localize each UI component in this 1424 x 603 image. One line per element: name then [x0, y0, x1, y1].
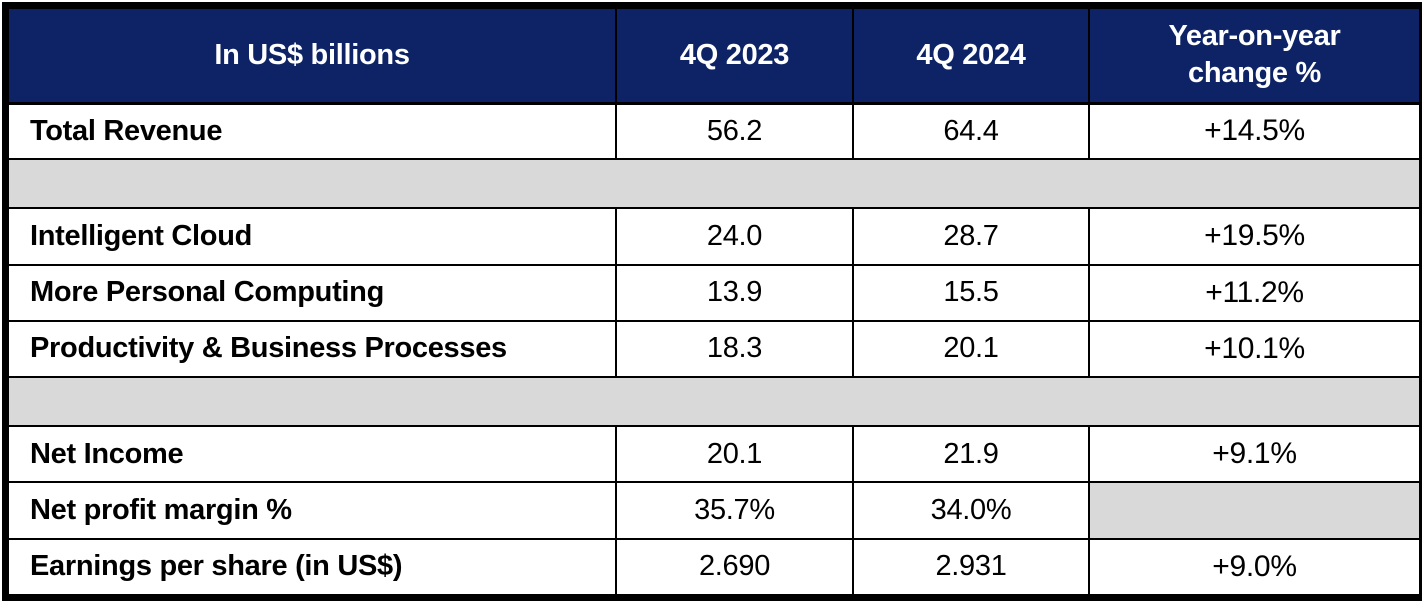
- spacer-row: [7, 158, 1421, 210]
- table-row-net-income: Net Income 20.1 21.9 +9.1%: [7, 425, 1421, 484]
- row-label: Total Revenue: [7, 101, 617, 161]
- value-yoy-empty: [1088, 481, 1421, 540]
- header-cell-yoy: Year-on-year change %: [1088, 7, 1421, 105]
- table-row-earnings-per-share: Earnings per share (in US$) 2.690 2.931 …: [7, 537, 1421, 597]
- row-label: Intelligent Cloud: [7, 207, 617, 266]
- header-yoy-line1: Year-on-year: [1168, 19, 1341, 52]
- value-yoy: +10.1%: [1088, 319, 1421, 379]
- value-yoy: +14.5%: [1088, 101, 1421, 161]
- value-4q2024: 2.931: [852, 537, 1090, 597]
- spacer-cell: [7, 158, 1421, 210]
- table-row-productivity-business-processes: Productivity & Business Processes 18.3 2…: [7, 319, 1421, 379]
- spacer-row: [7, 376, 1421, 428]
- header-cell-units: In US$ billions: [7, 7, 617, 105]
- table-row-more-personal-computing: More Personal Computing 13.9 15.5 +11.2%: [7, 263, 1421, 322]
- value-4q2023: 18.3: [615, 319, 854, 379]
- header-cell-4q2024: 4Q 2024: [852, 7, 1090, 105]
- value-4q2024: 15.5: [852, 263, 1090, 322]
- table-row-intelligent-cloud: Intelligent Cloud 24.0 28.7 +19.5%: [7, 207, 1421, 266]
- header-yoy-line2: change %: [1188, 57, 1321, 90]
- value-4q2023: 24.0: [615, 207, 854, 266]
- row-label: Earnings per share (in US$): [7, 537, 617, 597]
- row-label: Net profit margin %: [7, 481, 617, 540]
- value-4q2023: 20.1: [615, 425, 854, 484]
- value-4q2023: 2.690: [615, 537, 854, 597]
- value-4q2024: 28.7: [852, 207, 1090, 266]
- header-cell-4q2023: 4Q 2023: [615, 7, 854, 105]
- value-4q2023: 35.7%: [615, 481, 854, 540]
- spacer-cell: [7, 376, 1421, 428]
- value-4q2024: 20.1: [852, 319, 1090, 379]
- value-yoy: +9.1%: [1088, 425, 1421, 484]
- value-4q2023: 13.9: [615, 263, 854, 322]
- value-4q2024: 21.9: [852, 425, 1090, 484]
- value-4q2024: 34.0%: [852, 481, 1090, 540]
- row-label: More Personal Computing: [7, 263, 617, 322]
- table-row-total-revenue: Total Revenue 56.2 64.4 +14.5%: [7, 101, 1421, 161]
- table-row-net-profit-margin: Net profit margin % 35.7% 34.0%: [7, 481, 1421, 540]
- value-4q2024: 64.4: [852, 101, 1090, 161]
- header-row: In US$ billions 4Q 2023 4Q 2024 Year-on-…: [7, 7, 1421, 105]
- value-yoy: +11.2%: [1088, 263, 1421, 322]
- value-yoy: +19.5%: [1088, 207, 1421, 266]
- value-4q2023: 56.2: [615, 101, 854, 161]
- row-label: Productivity & Business Processes: [7, 319, 617, 379]
- row-label: Net Income: [7, 425, 617, 484]
- value-yoy: +9.0%: [1088, 537, 1421, 597]
- results-table: In US$ billions 4Q 2023 4Q 2024 Year-on-…: [7, 7, 1421, 597]
